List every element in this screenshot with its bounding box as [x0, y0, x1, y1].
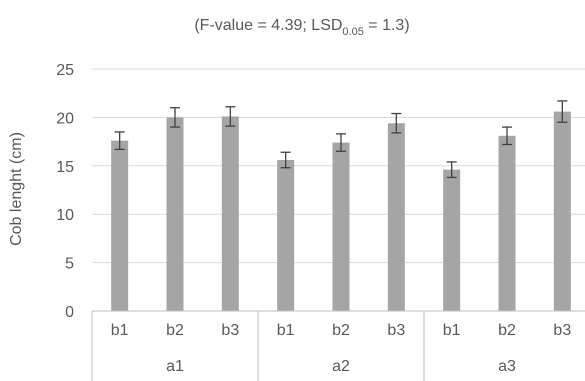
y-tick-label: 25	[56, 62, 74, 79]
bars	[111, 111, 571, 312]
x-category-label: b3	[221, 322, 239, 339]
bar	[387, 123, 405, 311]
bar	[553, 111, 571, 311]
bar	[332, 142, 350, 311]
y-tick-label: 5	[65, 256, 74, 273]
x-category-label: b3	[387, 322, 405, 339]
bar	[443, 169, 461, 311]
chart-title: (F-value = 4.39; LSD0.05 = 1.3)	[194, 17, 409, 38]
x-category-label: b2	[332, 322, 350, 339]
x-group-label: a2	[332, 358, 350, 375]
x-group-label: a3	[498, 358, 516, 375]
bar	[498, 135, 516, 311]
x-group-label: a1	[166, 358, 184, 375]
y-tick-label: 15	[56, 159, 74, 176]
x-axis: b1 b2 b3 a1 b1 b2 b3 a2 b1 b2 b3 a3	[91, 310, 585, 381]
y-tick-label: 20	[56, 110, 74, 127]
y-tick-label: 10	[56, 207, 74, 224]
chart-title-suffix: = 1.3)	[364, 17, 410, 34]
x-category-label: b2	[166, 322, 184, 339]
bar	[111, 140, 129, 311]
chart-title-subscript: 0.05	[342, 26, 363, 38]
x-category-label: b1	[443, 322, 461, 339]
bar	[166, 117, 184, 312]
x-category-label: b2	[498, 322, 516, 339]
x-category-label: b1	[111, 322, 129, 339]
y-axis-title: Cob lenght (cm)	[8, 132, 25, 246]
x-category-label: b1	[277, 322, 295, 339]
x-category-label: b3	[553, 322, 571, 339]
chart-title-prefix: (F-value = 4.39; LSD	[194, 17, 342, 34]
bar	[221, 116, 239, 311]
y-axis-ticks: 0 5 10 15 20 25	[56, 62, 74, 321]
bar	[277, 159, 295, 311]
error-bars	[114, 100, 568, 179]
y-tick-label: 0	[65, 304, 74, 321]
